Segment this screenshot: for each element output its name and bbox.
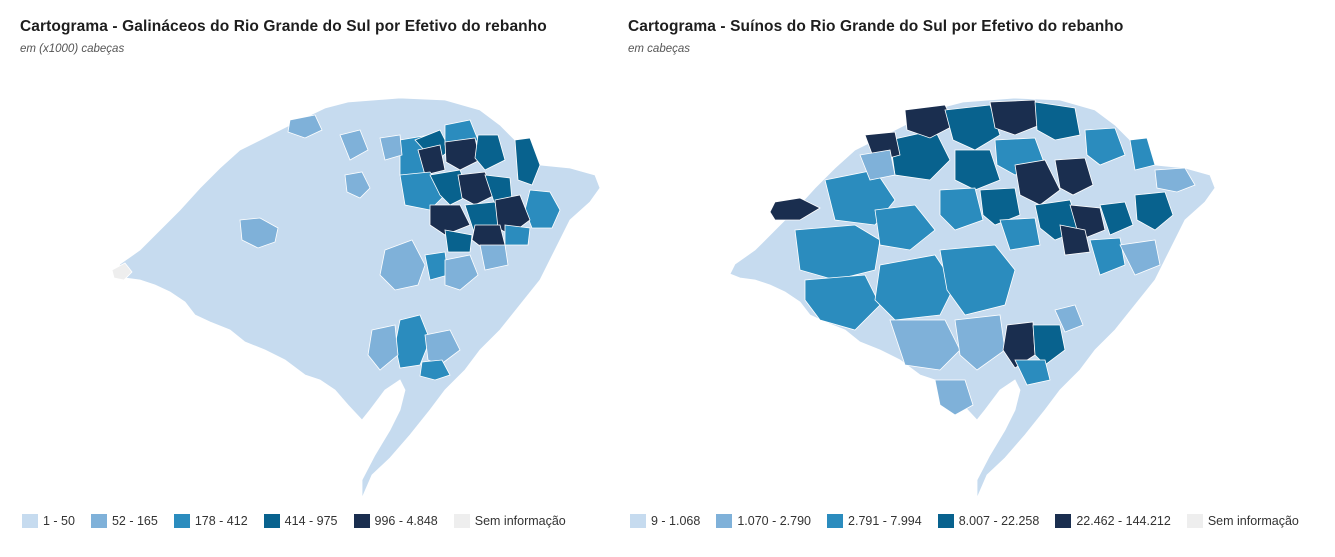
- legend-item[interactable]: 414 - 975: [263, 514, 338, 528]
- region-c3: [419, 359, 451, 381]
- region-c3: [794, 224, 881, 281]
- legend-label: Sem informação: [474, 514, 566, 528]
- region-c2: [1154, 167, 1196, 193]
- legend-item[interactable]: 996 - 4.848: [353, 514, 438, 528]
- legend-swatch: [937, 514, 954, 528]
- region-c3: [1089, 237, 1126, 276]
- region-c4: [1099, 201, 1134, 236]
- region-c2: [367, 324, 399, 371]
- region-c2: [1054, 304, 1084, 333]
- region-c2: [339, 129, 369, 161]
- region-c5: [429, 204, 471, 236]
- region-c3: [874, 204, 936, 251]
- legend-label: Sem informação: [1207, 514, 1299, 528]
- region-c4: [944, 104, 1001, 151]
- region-c5: [769, 197, 821, 221]
- map-legend: 1 - 50 52 - 165 178 - 412 414 - 975 996 …: [22, 514, 582, 528]
- region-c4: [514, 137, 541, 186]
- region-c4: [444, 229, 473, 253]
- legend-label: 22.462 - 144.212: [1076, 514, 1171, 528]
- legend-label: 1 - 50: [43, 514, 75, 528]
- region-c3: [1129, 137, 1156, 171]
- legend-swatch: [827, 514, 844, 528]
- region-c3: [874, 254, 956, 321]
- map-panel-suinos: Cartograma - Suínos do Rio Grande do Sul…: [610, 0, 1335, 557]
- region-c5: [1014, 159, 1061, 206]
- state-outline-rs: [729, 97, 1216, 499]
- region-na: [111, 262, 133, 281]
- region-c4: [1034, 101, 1081, 141]
- region-c3: [939, 244, 1016, 316]
- region-c2: [859, 149, 896, 181]
- region-c5: [1059, 224, 1091, 256]
- region-c2: [479, 244, 509, 271]
- legend-item[interactable]: 9 - 1.068: [630, 514, 700, 528]
- region-c4: [1032, 324, 1066, 366]
- legend-item[interactable]: Sem informação: [453, 514, 566, 528]
- choropleth-map-suinos[interactable]: [710, 80, 1230, 510]
- legend-label: 9 - 1.068: [651, 514, 701, 528]
- legend-swatch: [1186, 514, 1203, 528]
- legend-label: 52 - 165: [111, 514, 158, 528]
- legend-swatch: [716, 514, 733, 528]
- region-c2: [444, 254, 479, 291]
- region-c5: [444, 137, 481, 171]
- legend-label: 1.070 - 2.790: [737, 514, 812, 528]
- map-panel-galinaceos: Cartograma - Galináceos do Rio Grande do…: [0, 0, 610, 557]
- region-c2: [954, 314, 1006, 371]
- legend-label: 414 - 975: [284, 514, 338, 528]
- legend-swatch: [90, 514, 107, 528]
- legend-item[interactable]: 8.007 - 22.258: [937, 514, 1040, 528]
- legend-label: 178 - 412: [194, 514, 248, 528]
- state-outline-rs: [111, 97, 601, 499]
- legend-item[interactable]: 2.791 - 7.994: [827, 514, 922, 528]
- legend-label: 996 - 4.848: [374, 514, 438, 528]
- region-c5: [417, 144, 446, 176]
- legend-swatch: [453, 514, 470, 528]
- region-c4: [1134, 191, 1174, 231]
- region-c2: [239, 217, 279, 249]
- legend-swatch: [630, 514, 646, 528]
- legend-swatch: [22, 514, 38, 528]
- region-c3: [1084, 127, 1126, 166]
- map-title: Cartograma - Suínos do Rio Grande do Sul…: [628, 18, 1124, 35]
- region-c5: [1054, 157, 1094, 196]
- region-c5: [457, 171, 496, 206]
- region-c3: [999, 217, 1041, 251]
- legend-item[interactable]: 52 - 165: [90, 514, 158, 528]
- legend-swatch: [173, 514, 190, 528]
- legend-item[interactable]: 1 - 50: [22, 514, 75, 528]
- region-c5: [904, 104, 956, 139]
- legend-item[interactable]: 1.070 - 2.790: [716, 514, 811, 528]
- region-c3: [1014, 359, 1051, 386]
- region-c2: [379, 239, 426, 291]
- legend-swatch: [1055, 514, 1072, 528]
- region-c5: [989, 99, 1041, 136]
- region-c4: [474, 134, 506, 171]
- region-c2: [424, 329, 461, 366]
- choropleth-map-galinaceos[interactable]: [100, 80, 610, 510]
- region-c4: [954, 149, 1001, 191]
- map-title: Cartograma - Galináceos do Rio Grande do…: [20, 18, 547, 35]
- region-c2: [287, 114, 323, 139]
- region-c2: [379, 134, 403, 161]
- map-legend: 9 - 1.068 1.070 - 2.790 2.791 - 7.994 8.…: [630, 514, 1315, 528]
- region-c3: [939, 187, 984, 231]
- region-c3: [804, 274, 881, 331]
- legend-label: 8.007 - 22.258: [958, 514, 1040, 528]
- legend-item[interactable]: 22.462 - 144.212: [1055, 514, 1171, 528]
- map-subtitle: em cabeças: [628, 43, 691, 55]
- legend-swatch: [263, 514, 280, 528]
- legend-item[interactable]: Sem informação: [1186, 514, 1299, 528]
- legend-swatch: [353, 514, 370, 528]
- legend-label: 2.791 - 7.994: [848, 514, 922, 528]
- map-subtitle: em (x1000) cabeças: [20, 43, 125, 55]
- region-c2: [344, 171, 371, 199]
- region-c3: [504, 224, 531, 246]
- region-c2: [889, 319, 961, 371]
- region-c2: [1119, 239, 1161, 276]
- legend-item[interactable]: 178 - 412: [173, 514, 248, 528]
- region-c2: [934, 379, 974, 416]
